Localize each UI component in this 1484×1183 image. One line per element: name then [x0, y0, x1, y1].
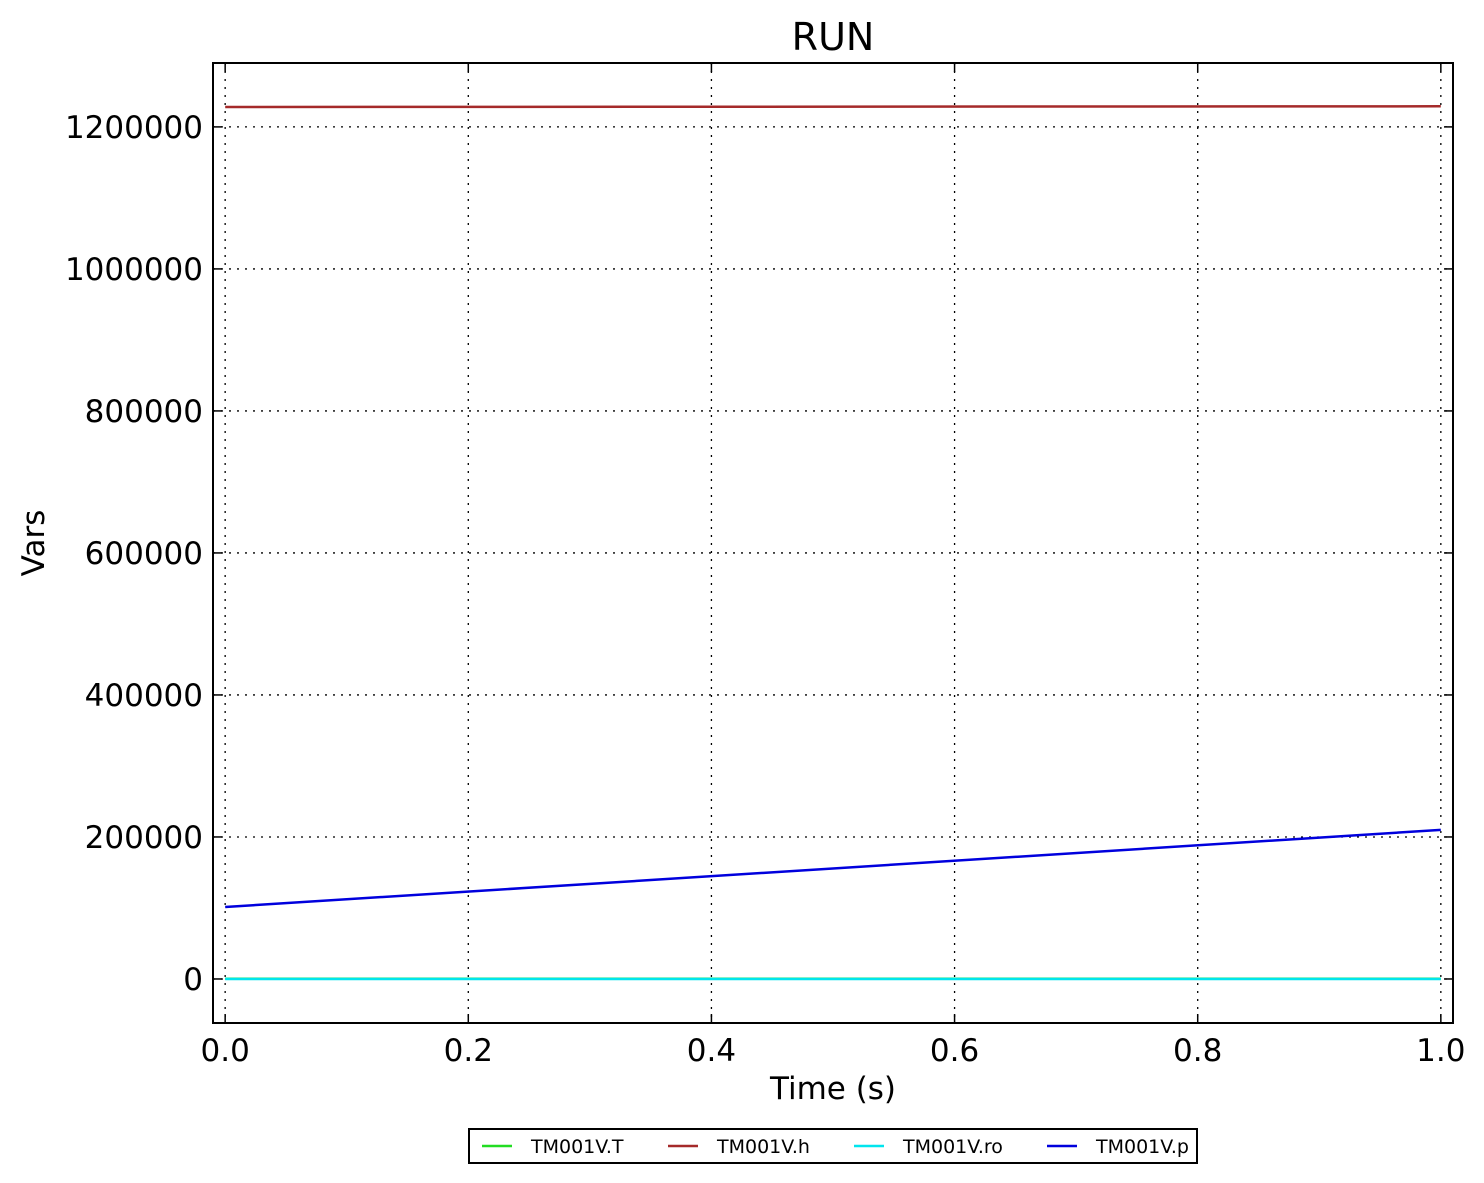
x-tick-label: 0.2	[444, 1033, 493, 1069]
y-tick-label: 400000	[85, 678, 203, 714]
y-tick-label: 1200000	[65, 110, 203, 146]
y-tick-label: 800000	[85, 394, 203, 430]
y-tick-label: 200000	[85, 820, 203, 856]
y-axis-label: Vars	[16, 510, 52, 577]
series-layer	[225, 105, 1441, 981]
ticks-layer: 0.0 0.2 0.4 0.6 0.8 1.0 0 200000 400000 600000 800…	[65, 63, 1465, 1069]
legend-label: TM001V.p	[1095, 1136, 1189, 1158]
x-tick-label: 1.0	[1416, 1033, 1465, 1069]
x-tick-label: 0.8	[1173, 1033, 1222, 1069]
x-tick-label: 0.0	[201, 1033, 250, 1069]
plot-frame	[212, 62, 1454, 1024]
x-tick-label: 0.6	[930, 1033, 979, 1069]
y-tick-label: 0	[183, 962, 203, 998]
series-line-tm001v-p	[225, 828, 1441, 909]
legend-label: TM001V.T	[530, 1136, 624, 1158]
x-axis-label: Time (s)	[769, 1071, 896, 1107]
x-tick-label: 0.4	[687, 1033, 736, 1069]
series-line-tm001v-h	[225, 105, 1441, 109]
legend: TM001V.T TM001V.h TM001V.ro TM001V.p	[468, 1128, 1198, 1164]
y-tick-label: 1000000	[65, 252, 203, 288]
legend-label: TM001V.h	[716, 1136, 810, 1158]
legend-label: TM001V.ro	[902, 1136, 1003, 1158]
chart-title: RUN	[792, 15, 875, 59]
y-tick-label: 600000	[85, 536, 203, 572]
